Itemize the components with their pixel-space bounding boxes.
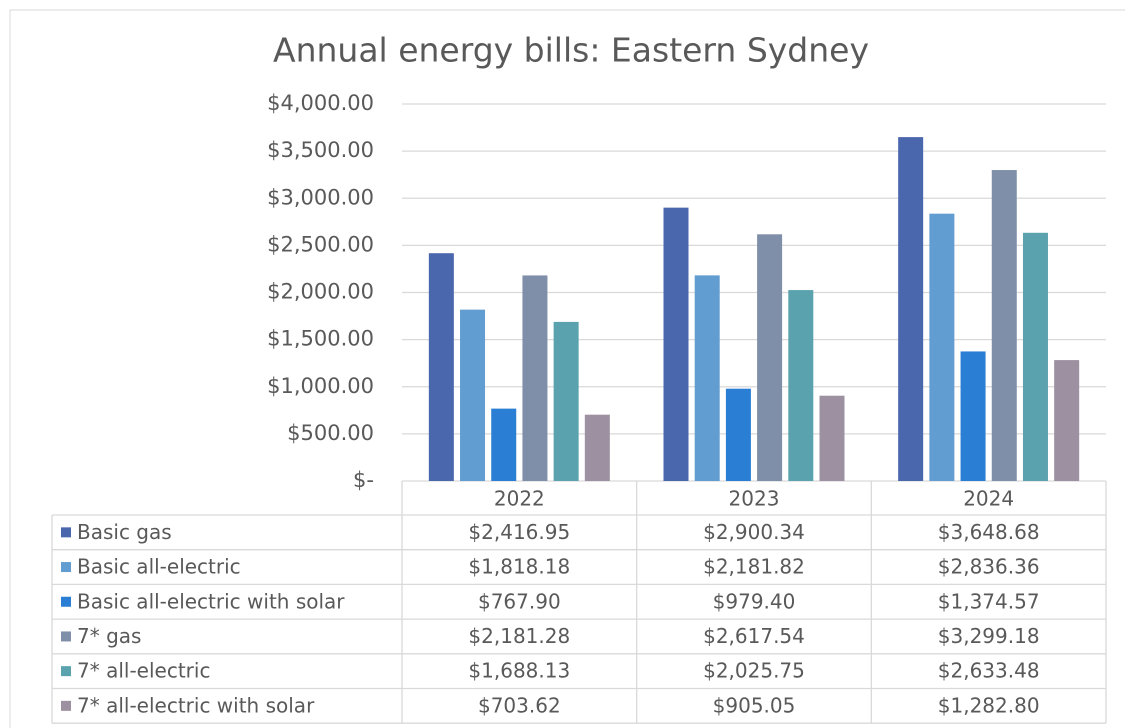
y-tick-label: $1,500.00 — [267, 327, 374, 351]
legend-label: Basic all-electric with solar — [77, 589, 345, 613]
bar — [960, 351, 986, 481]
y-tick-label: $2,000.00 — [267, 280, 374, 304]
bar — [663, 207, 689, 482]
table-value: $2,900.34 — [703, 520, 805, 544]
legend-swatch — [61, 700, 71, 711]
bar — [929, 213, 955, 481]
table-value: $1,374.57 — [938, 589, 1040, 613]
table-value: $2,181.82 — [703, 555, 805, 579]
chart-title: Annual energy bills: Eastern Sydney — [273, 31, 869, 70]
legend-label: 7* all-electric — [77, 659, 210, 683]
legend-swatch — [61, 631, 71, 642]
table-value: $979.40 — [713, 589, 796, 613]
bar — [491, 408, 517, 481]
x-tick-label: 2024 — [963, 487, 1014, 511]
legend-swatch — [61, 596, 71, 607]
table-value: $3,299.18 — [938, 624, 1040, 648]
legend-swatch — [61, 527, 71, 538]
bar — [428, 253, 454, 481]
table-value: $1,282.80 — [938, 693, 1040, 717]
bar — [819, 395, 845, 481]
bar — [991, 170, 1017, 481]
table-value: $2,181.28 — [468, 624, 570, 648]
y-tick-label: $500.00 — [287, 421, 374, 445]
x-tick-label: 2023 — [729, 487, 780, 511]
table-value: $2,633.48 — [938, 659, 1040, 683]
y-tick-label: $4,000.00 — [267, 91, 374, 115]
table-value: $2,025.75 — [703, 659, 805, 683]
bar — [694, 275, 720, 481]
y-tick-label: $- — [353, 468, 374, 492]
y-tick-label: $2,500.00 — [267, 232, 374, 256]
bar — [553, 321, 579, 481]
x-tick-label: 2022 — [494, 487, 545, 511]
legend-label: Basic all-electric — [77, 555, 241, 579]
legend-label: 7* gas — [77, 624, 141, 648]
table-value: $2,416.95 — [468, 520, 570, 544]
bar — [1022, 232, 1048, 481]
table-value: $703.62 — [478, 693, 561, 717]
bar — [584, 414, 610, 481]
y-tick-label: $3,000.00 — [267, 185, 374, 209]
legend-label: 7* all-electric with solar — [77, 693, 315, 717]
table-value: $905.05 — [713, 693, 796, 717]
table-value: $2,617.54 — [703, 624, 805, 648]
bar — [522, 275, 548, 481]
bar — [898, 137, 924, 481]
legend-label: Basic gas — [77, 520, 172, 544]
bar — [460, 309, 486, 481]
table-value: $1,688.13 — [468, 659, 570, 683]
bar — [1054, 360, 1080, 481]
y-tick-label: $1,000.00 — [267, 374, 374, 398]
table-value: $1,818.18 — [468, 555, 570, 579]
bar — [788, 290, 814, 481]
chart-frame — [9, 9, 1125, 728]
legend-swatch — [61, 666, 71, 677]
bar — [725, 388, 751, 481]
y-tick-label: $3,500.00 — [267, 138, 374, 162]
bar — [757, 234, 783, 481]
table-value: $2,836.36 — [938, 555, 1040, 579]
legend-swatch — [61, 562, 71, 573]
table-value: $767.90 — [478, 589, 561, 613]
table-value: $3,648.68 — [938, 520, 1040, 544]
